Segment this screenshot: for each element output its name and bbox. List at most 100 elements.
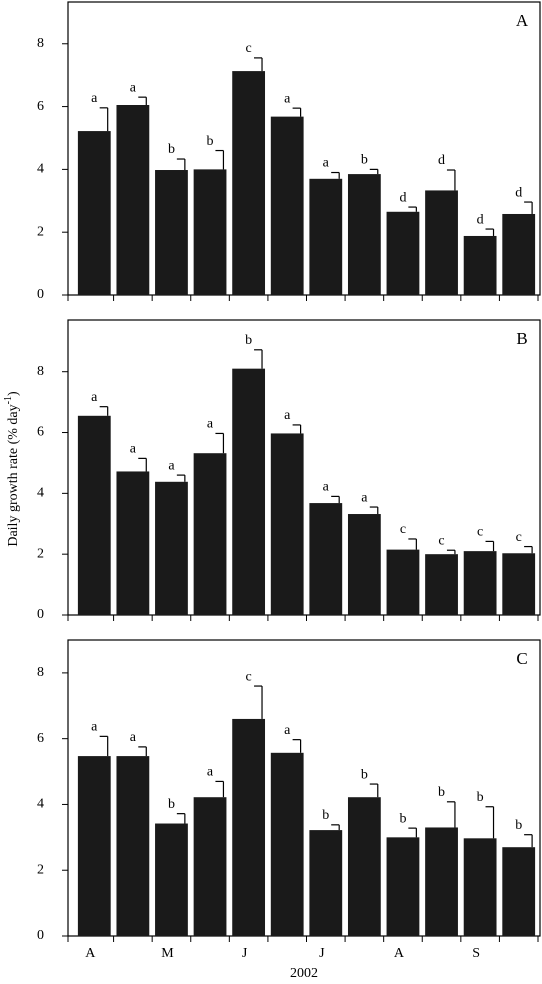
significance-letter: a	[284, 723, 291, 738]
significance-letter: c	[400, 522, 406, 537]
significance-letter: a	[361, 490, 368, 505]
y-tick-label: 4	[37, 162, 44, 177]
bar	[309, 178, 343, 295]
significance-letter: a	[91, 390, 98, 405]
bar	[347, 174, 381, 295]
bar	[425, 190, 458, 295]
y-tick-label: 6	[37, 425, 44, 440]
bar	[232, 368, 266, 615]
plot-frame	[67, 1, 541, 296]
significance-letter: a	[284, 91, 291, 106]
bar	[347, 514, 381, 615]
x-tick-label: S	[472, 946, 480, 961]
significance-letter: c	[438, 533, 444, 548]
bar	[386, 549, 420, 615]
significance-letter: b	[361, 153, 368, 168]
y-tick-label: 0	[37, 287, 44, 302]
significance-letter: b	[168, 797, 175, 812]
bar	[309, 503, 343, 615]
significance-letter: a	[168, 458, 175, 473]
bar	[502, 213, 536, 295]
bar	[232, 71, 266, 295]
y-tick-label: 4	[37, 797, 44, 812]
significance-letter: b	[399, 811, 406, 826]
y-axis-label-main: Daily growth rate (% day	[6, 404, 21, 546]
significance-letter: b	[207, 134, 214, 149]
x-tick-label: J	[242, 946, 248, 961]
y-tick-label: 0	[37, 607, 44, 622]
panel-label: B	[516, 329, 527, 348]
significance-letter: d	[515, 185, 522, 200]
significance-letter: a	[207, 417, 214, 432]
y-tick-label: 2	[37, 862, 44, 877]
bar	[270, 116, 304, 295]
bar	[270, 433, 304, 615]
significance-letter: c	[516, 530, 522, 545]
significance-letter: a	[207, 765, 214, 780]
panel-label: A	[516, 11, 529, 30]
bar	[77, 415, 111, 615]
y-axis-label: Daily growth rate (% day-1)	[3, 391, 21, 547]
significance-letter: a	[284, 408, 291, 423]
bar	[116, 105, 150, 295]
bar	[386, 837, 420, 936]
x-tick-label: A	[85, 946, 96, 961]
significance-letter: d	[438, 153, 445, 168]
bar	[502, 847, 536, 936]
bar	[77, 131, 111, 295]
bar	[425, 827, 458, 936]
bar	[193, 169, 227, 295]
bar	[502, 553, 536, 615]
bar	[116, 756, 150, 936]
significance-letter: d	[399, 190, 406, 205]
significance-letter: b	[361, 767, 368, 782]
bar	[193, 797, 227, 936]
bar	[193, 453, 227, 615]
y-axis-label-end: )	[6, 391, 21, 396]
y-tick-label: 6	[37, 731, 44, 746]
significance-letter: a	[130, 730, 137, 745]
significance-letter: a	[91, 720, 98, 735]
y-tick-label: 8	[37, 364, 44, 379]
panel-label: C	[516, 649, 527, 668]
significance-letter: a	[91, 91, 98, 106]
significance-letter: b	[168, 142, 175, 157]
bar	[463, 235, 497, 295]
bar	[155, 481, 188, 615]
y-tick-label: 6	[37, 99, 44, 114]
bar	[270, 752, 304, 936]
significance-letter: b	[245, 333, 252, 348]
plot-frame	[67, 319, 541, 616]
significance-letter: b	[515, 818, 522, 833]
x-axis-label: 2002	[290, 966, 318, 981]
bar	[155, 823, 188, 936]
significance-letter: c	[477, 525, 483, 540]
bar	[309, 830, 343, 936]
bar	[463, 838, 497, 936]
y-tick-label: 8	[37, 665, 44, 680]
bar	[116, 471, 150, 615]
bar	[155, 170, 188, 295]
y-tick-label: 4	[37, 486, 44, 501]
significance-letter: a	[323, 480, 330, 495]
significance-letter: b	[477, 790, 484, 805]
significance-letter: c	[246, 669, 252, 684]
x-tick-label: J	[319, 946, 325, 961]
y-tick-label: 8	[37, 36, 44, 51]
significance-letter: a	[130, 442, 137, 457]
bar	[77, 756, 111, 936]
bar	[463, 551, 497, 615]
bar	[232, 718, 266, 936]
plot-frame	[67, 639, 541, 937]
significance-letter: b	[322, 808, 329, 823]
y-tick-label: 0	[37, 928, 44, 943]
significance-letter: d	[477, 212, 484, 227]
y-tick-label: 2	[37, 224, 44, 239]
significance-letter: c	[246, 41, 252, 56]
significance-letter: a	[323, 156, 330, 171]
bar	[347, 797, 381, 936]
bar	[425, 554, 458, 615]
significance-letter: a	[130, 80, 137, 95]
